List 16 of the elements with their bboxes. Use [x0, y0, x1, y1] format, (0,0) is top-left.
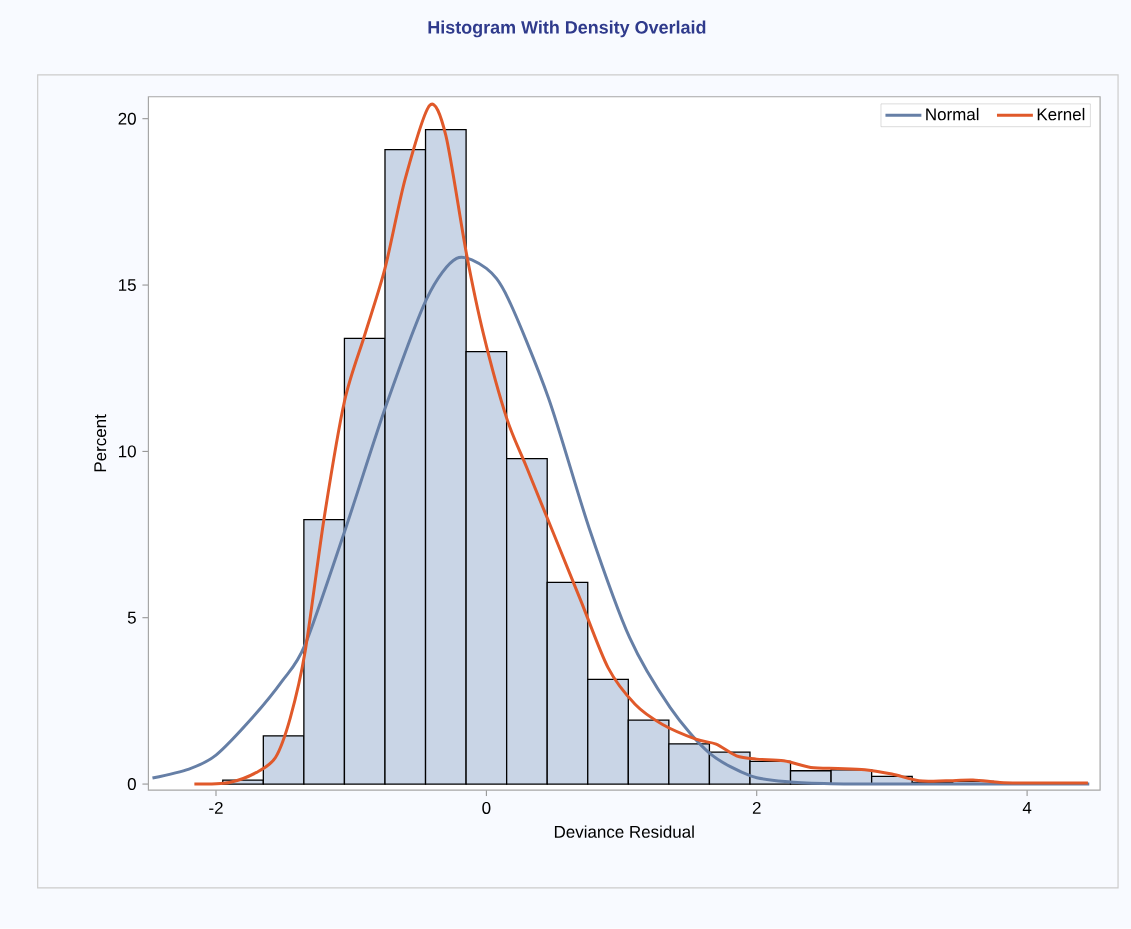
line-series	[192, 104, 1090, 786]
x-tick-label: -2	[209, 802, 223, 814]
chart-title: Histogram With Density Overlaid	[428, 20, 706, 38]
line-series	[150, 256, 1091, 786]
x-axis-title: Deviance Residual	[554, 825, 694, 839]
y-tick-label: 5	[127, 611, 136, 624]
y-tick-label: 0	[127, 778, 136, 791]
y-tick-label: 15	[119, 279, 136, 292]
x-tick-label: 2	[752, 802, 761, 814]
y-tick-label: 10	[119, 445, 136, 458]
y-tick-label: 20	[118, 112, 136, 125]
legend-label: Kernel	[1037, 108, 1085, 121]
y-axis-title: Percent	[94, 414, 107, 472]
x-tick-label: 0	[482, 802, 491, 815]
legend-label: Normal	[926, 108, 979, 121]
x-tick-label: 4	[1022, 802, 1032, 814]
